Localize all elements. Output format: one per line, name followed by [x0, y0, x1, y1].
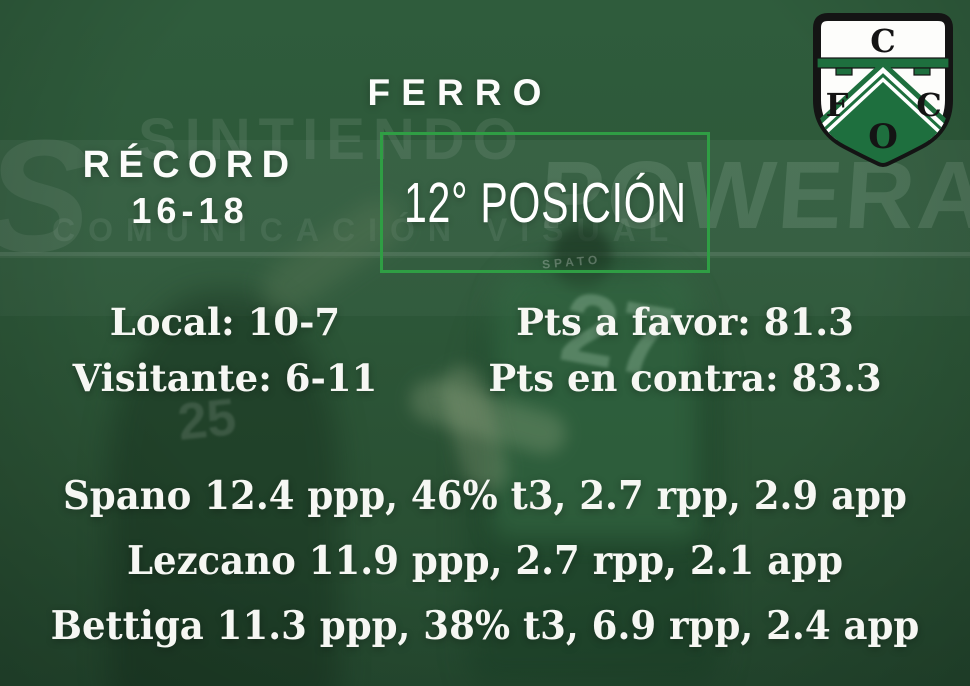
crest-letter-top: C	[870, 22, 895, 60]
watermark-s-logo: S	[0, 116, 91, 276]
board-bottom-edge	[0, 252, 970, 256]
page-title: FERRO	[367, 72, 553, 113]
record-value: 16-18	[131, 190, 249, 231]
player-stats-list: Spano 12.4 ppp, 46% t3, 2.7 rpp, 2.9 app…	[0, 470, 970, 652]
right-player-head	[552, 224, 612, 290]
position-badge: 12° POSICIÓN	[380, 132, 710, 273]
player-stat-line: Lezcano 11.9 ppp, 2.7 rpp, 2.1 app	[126, 538, 844, 584]
stat-visitante: Visitante: 6-11	[72, 356, 378, 400]
watermark-sintiendo: SINTIENDO	[138, 106, 526, 173]
stat-local: Local: 10-7	[109, 300, 341, 344]
right-player-jersey	[492, 268, 698, 538]
record-block: RÉCORD 16-18	[28, 142, 352, 234]
player-stat-line: Bettiga 11.3 ppp, 38% t3, 6.9 rpp, 2.4 a…	[50, 603, 920, 649]
left-player-silhouette	[108, 292, 340, 686]
crest-letter-right: C	[916, 86, 941, 124]
crest-letter-bottom: O	[868, 117, 898, 157]
crest-battlement-tooth	[835, 67, 853, 76]
record-label: RÉCORD	[82, 144, 298, 186]
club-crest: C F C O	[813, 13, 953, 167]
crest-battlement-tooth	[913, 67, 931, 76]
stat-pts-a-favor: Pts a favor: 81.3	[516, 300, 854, 344]
ad-board-band	[0, 140, 970, 258]
player-stat-line: Spano 12.4 ppp, 46% t3, 2.7 rpp, 2.9 app	[63, 473, 907, 519]
stat-pts-en-contra: Pts en contra: 83.3	[488, 356, 882, 400]
right-player-silhouette	[468, 252, 720, 686]
position-text: 12° POSICIÓN	[403, 170, 687, 235]
crest-letter-left: F	[826, 86, 849, 124]
